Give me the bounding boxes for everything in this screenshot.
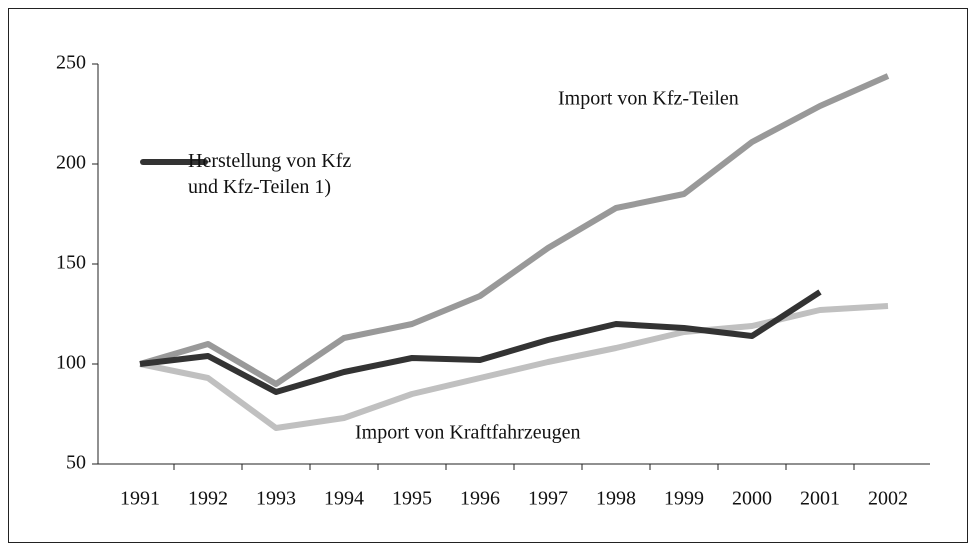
y-tick-label: 50 <box>66 452 86 474</box>
x-tick-label: 1999 <box>664 488 704 510</box>
x-tick-label: 1998 <box>596 488 636 510</box>
x-tick-label: 1994 <box>324 488 364 510</box>
legend-label-box: Herstellung von Kfz und Kfz-Teilen 1) <box>188 150 352 198</box>
x-tick-label: 1993 <box>256 488 296 510</box>
x-tick-label: 1997 <box>528 488 568 510</box>
x-tick-label: 1996 <box>460 488 500 510</box>
series-line <box>139 73 890 387</box>
x-tick-label: 1995 <box>392 488 432 510</box>
y-tick-label: 150 <box>56 252 86 274</box>
series-label: Import von Kraftfahrzeugen <box>355 422 580 444</box>
x-tick-label: 2002 <box>868 488 908 510</box>
y-tick-label: 250 <box>56 52 86 74</box>
x-tick-label: 1991 <box>120 488 160 510</box>
legend-label: Herstellung von Kfz und Kfz-Teilen 1) <box>188 150 352 198</box>
x-tick-label: 2001 <box>800 488 840 510</box>
x-tick-label: 1992 <box>188 488 228 510</box>
x-tick-label: 2000 <box>732 488 772 510</box>
series-line <box>139 289 822 395</box>
frame <box>8 8 968 543</box>
series-label: Import von Kfz-Teilen <box>558 88 739 110</box>
y-tick-label: 200 <box>56 152 86 174</box>
y-tick-label: 100 <box>56 352 86 374</box>
series-line <box>139 303 889 431</box>
